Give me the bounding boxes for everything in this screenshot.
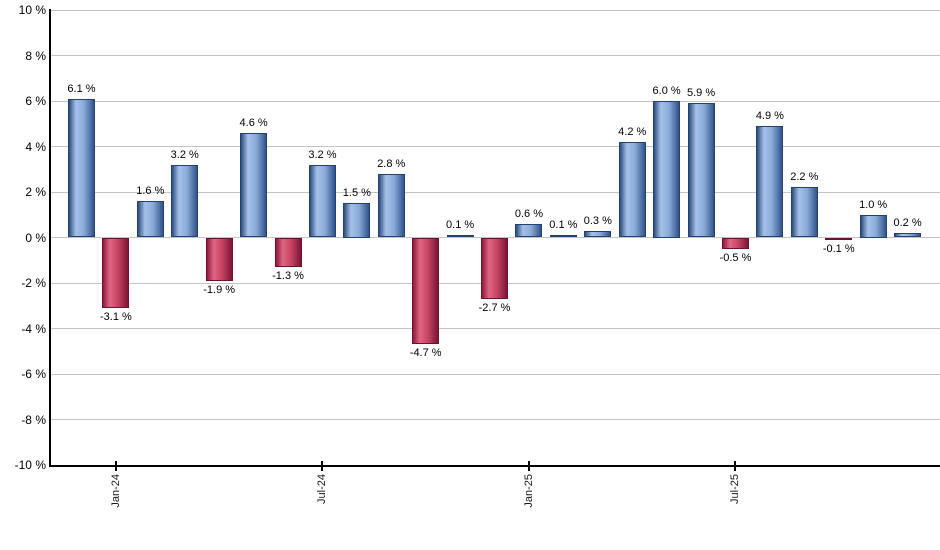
bar-value-label: 6.1 % — [67, 82, 96, 95]
bar-value-label: -1.9 % — [203, 283, 236, 296]
y-axis-tick-label: 0 % — [25, 230, 46, 245]
bar-month-9[interactable] — [343, 203, 371, 238]
bar-value-label: -1.3 % — [272, 270, 304, 283]
y-axis-tick-label: 2 % — [25, 185, 46, 199]
y-axis-tick-label: 6 % — [25, 94, 46, 108]
bar-month-3[interactable] — [136, 201, 164, 238]
bar-value-label: 1.5 % — [342, 187, 371, 200]
bar-value-label: 0.1 % — [446, 219, 475, 232]
gridline — [50, 9, 940, 11]
bar-value-label: -4.7 % — [409, 347, 442, 360]
x-axis-line — [49, 465, 940, 467]
bar-value-label: -3.1 % — [100, 311, 132, 324]
bar-month-2[interactable] — [102, 237, 130, 309]
bar-value-label: 1.6 % — [136, 185, 165, 198]
bar-value-label: 0.2 % — [893, 216, 922, 229]
bar-value-label: -2.7 % — [478, 301, 511, 314]
bar-value-label: 1.0 % — [859, 198, 888, 211]
bar-month-12[interactable] — [446, 235, 474, 238]
gridline — [50, 191, 940, 193]
bar-month-4[interactable] — [171, 164, 199, 238]
bar-month-22[interactable] — [790, 187, 818, 238]
bar-month-20[interactable] — [721, 237, 749, 249]
bar-month-21[interactable] — [756, 126, 784, 238]
bar-month-24[interactable] — [859, 214, 887, 238]
bar-value-label: 0.3 % — [583, 214, 612, 227]
bar-value-label: 0.6 % — [514, 207, 544, 220]
bar-month-8[interactable] — [308, 164, 336, 238]
y-axis-line — [49, 9, 51, 467]
bar-month-16[interactable] — [584, 230, 612, 238]
bar-value-label: -0.1 % — [822, 242, 855, 255]
x-axis-tick — [734, 461, 737, 471]
bar-value-label: 4.6 % — [239, 116, 268, 129]
bar-month-10[interactable] — [377, 173, 405, 238]
bar-value-label: 3.2 % — [170, 148, 199, 161]
bar-value-label: 4.9 % — [755, 110, 784, 123]
x-axis-tick-label: Jul-24 — [316, 474, 329, 504]
bar-month-13[interactable] — [481, 237, 509, 299]
bar-value-label: 3.2 % — [308, 148, 337, 161]
bar-month-18[interactable] — [653, 101, 681, 238]
bar-value-label: 4.2 % — [618, 125, 647, 138]
bar-value-label: 5.9 % — [686, 87, 716, 100]
gridline — [50, 146, 940, 147]
y-axis-tick-label: -4 % — [21, 321, 46, 336]
gridline — [50, 373, 940, 375]
gridline — [50, 328, 940, 329]
y-axis-tick-label: 8 % — [25, 48, 46, 63]
y-axis-tick-label: 10 % — [18, 3, 46, 17]
bar-month-1[interactable] — [68, 98, 95, 238]
bar-month-23[interactable] — [825, 237, 853, 240]
gridline — [50, 419, 940, 420]
bar-value-label: 2.8 % — [377, 157, 406, 170]
bar-month-19[interactable] — [687, 103, 715, 238]
gridline — [50, 100, 940, 102]
gridline — [50, 55, 940, 56]
y-axis-tick-label: -8 % — [21, 412, 46, 427]
bar-month-5[interactable] — [205, 237, 233, 281]
bar-month-25[interactable] — [894, 232, 922, 238]
bar-value-label: -0.5 % — [719, 251, 752, 264]
x-axis-tick-label: Jul-25 — [729, 474, 742, 504]
y-axis-tick-label: -6 % — [21, 367, 46, 381]
bar-month-15[interactable] — [549, 235, 577, 238]
y-axis-tick-label: -10 % — [14, 458, 46, 472]
bar-month-17[interactable] — [618, 141, 646, 238]
bar-month-14[interactable] — [515, 223, 543, 238]
bar-value-label: 6.0 % — [652, 85, 681, 97]
x-axis-tick — [321, 461, 324, 471]
bar-value-label: 0.1 % — [549, 219, 578, 232]
bar-value-label: 2.2 % — [790, 171, 819, 184]
bar-month-7[interactable] — [274, 237, 302, 268]
y-axis-tick-label: 4 % — [25, 139, 46, 154]
x-axis-tick-label: Jan-24 — [109, 474, 122, 508]
bar-month-11[interactable] — [412, 237, 440, 345]
x-axis-tick — [114, 461, 117, 471]
x-axis-tick-label: Jan-25 — [522, 474, 535, 508]
bar-month-6[interactable] — [240, 132, 268, 238]
y-axis-tick-label: -2 % — [21, 276, 46, 290]
x-axis-tick — [527, 461, 530, 471]
